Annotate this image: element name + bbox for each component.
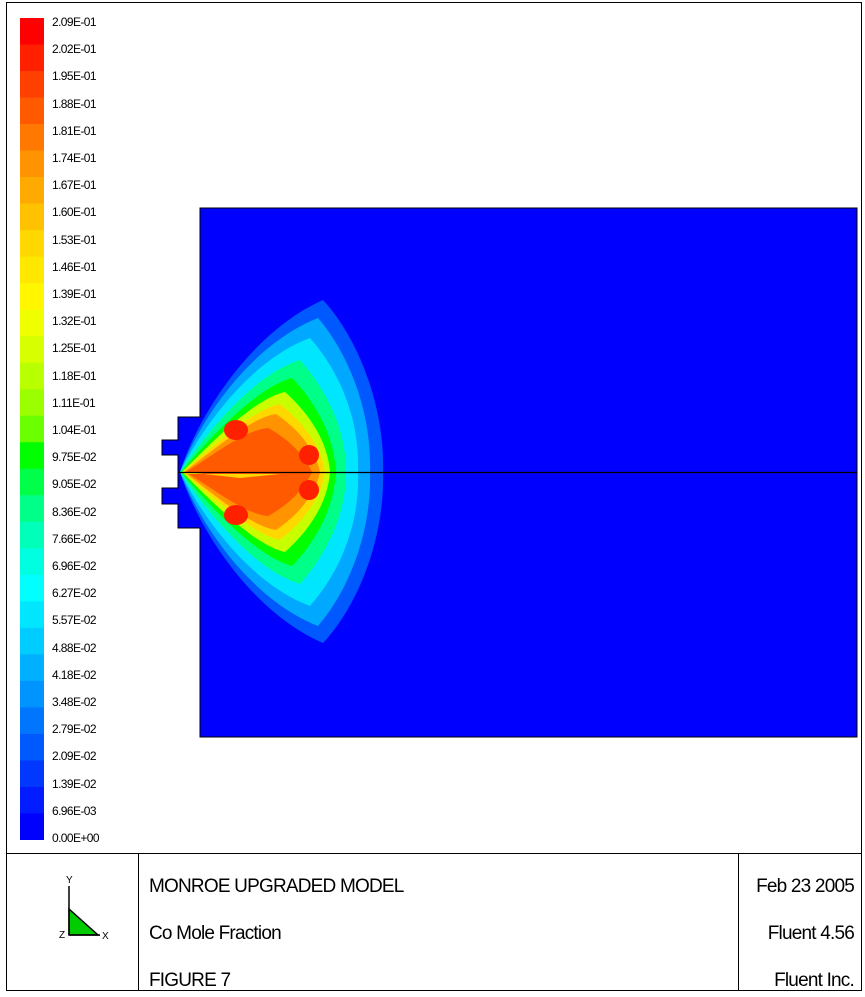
legend-label-5: 1.74E-01 xyxy=(52,151,97,165)
version-info-cell: Feb 23 2005 Fluent 4.56 Fluent Inc. xyxy=(739,854,862,991)
legend-swatch-17 xyxy=(20,468,44,496)
company-label: Fluent Inc. xyxy=(774,970,855,991)
legend-label-30: 0.00E+00 xyxy=(52,831,100,845)
legend-label-27: 2.09E-02 xyxy=(52,749,97,764)
variable-name: Co Mole Fraction xyxy=(149,923,282,944)
legend-swatch-29 xyxy=(20,786,44,815)
title-info-cell: MONROE UPGRADED MODEL Co Mole Fraction F… xyxy=(139,854,739,991)
legend-label-22: 5.57E-02 xyxy=(52,613,97,628)
axis-lower-band xyxy=(186,472,280,478)
legend-swatch-16 xyxy=(20,442,44,470)
legend-label-24: 4.18E-02 xyxy=(52,667,97,682)
axis-z-label: Z xyxy=(59,930,66,941)
legend-swatch-4 xyxy=(20,124,44,152)
legend-swatch-18 xyxy=(20,495,44,523)
legend-swatch-21 xyxy=(20,574,44,602)
legend-label-26: 2.79E-02 xyxy=(52,722,97,737)
legend-swatch-2 xyxy=(20,71,44,99)
legend-label-25: 3.48E-02 xyxy=(52,695,97,709)
legend-swatch-22 xyxy=(20,601,44,629)
legend-swatch-1 xyxy=(20,44,44,72)
legend-label-19: 7.66E-02 xyxy=(52,531,97,546)
legend-label-12: 1.25E-01 xyxy=(52,341,97,356)
legend-label-13: 1.18E-01 xyxy=(52,368,97,383)
legend-swatch-25 xyxy=(20,680,44,709)
legend-swatch-19 xyxy=(20,521,44,549)
peak-lower-left xyxy=(224,505,248,525)
legend-label-1: 2.02E-01 xyxy=(52,42,97,57)
legend-swatch-15 xyxy=(20,415,44,443)
legend-swatch-3 xyxy=(20,97,44,125)
legend-label-9: 1.46E-01 xyxy=(52,259,97,274)
legend-label-23: 4.88E-02 xyxy=(52,640,97,655)
peak-lower-right xyxy=(299,480,319,500)
legend-swatch-27 xyxy=(20,733,44,762)
color-legend-labels: 2.09E-01 2.02E-01 1.95E-01 1.88E-01 1.81E-01… xyxy=(52,15,152,878)
legend-label-3: 1.88E-01 xyxy=(52,96,97,111)
legend-label-4: 1.81E-01 xyxy=(52,123,97,138)
legend-swatch-7 xyxy=(20,203,44,231)
legend-swatch-23 xyxy=(20,627,44,655)
legend-swatch-12 xyxy=(20,336,44,364)
contour-plot xyxy=(161,207,858,738)
peak-upper-right xyxy=(299,445,319,465)
model-title: MONROE UPGRADED MODEL xyxy=(149,876,404,897)
legend-label-21: 6.27E-02 xyxy=(52,586,97,601)
legend-label-16: 9.75E-02 xyxy=(52,450,97,465)
legend-swatch-11 xyxy=(20,309,44,337)
legend-label-8: 1.53E-01 xyxy=(52,232,97,247)
legend-label-29: 6.96E-03 xyxy=(52,803,97,818)
legend-label-11: 1.32E-01 xyxy=(52,314,97,329)
axis-y-label: Y xyxy=(66,875,73,886)
legend-swatch-20 xyxy=(20,548,44,576)
color-legend-bar xyxy=(20,18,44,840)
title-block: Y Z X MONROE UPGRADED MODEL Co Mole Frac… xyxy=(6,853,862,991)
legend-swatch-26 xyxy=(20,707,44,735)
legend-swatch-30 xyxy=(20,813,44,840)
legend-label-28: 1.39E-02 xyxy=(52,776,97,791)
legend-swatch-10 xyxy=(20,283,44,311)
legend-swatch-5 xyxy=(20,150,44,178)
legend-label-20: 6.96E-02 xyxy=(52,559,97,573)
legend-swatch-6 xyxy=(20,177,44,205)
legend-label-2: 1.95E-01 xyxy=(52,69,97,84)
legend-label-7: 1.60E-01 xyxy=(52,205,97,220)
legend-swatch-8 xyxy=(20,230,44,258)
legend-swatch-9 xyxy=(20,256,44,284)
legend-swatch-13 xyxy=(20,362,44,390)
legend-label-14: 1.11E-01 xyxy=(52,395,96,410)
legend-swatch-24 xyxy=(20,654,44,682)
legend-swatch-0 xyxy=(20,18,44,46)
axes-triad-icon xyxy=(68,886,100,936)
legend-label-15: 1.04E-01 xyxy=(52,423,97,437)
peak-upper-left xyxy=(224,420,248,440)
date-label: Feb 23 2005 xyxy=(756,876,855,897)
axis-x-label: X xyxy=(102,931,109,942)
legend-swatch-28 xyxy=(20,760,44,788)
legend-label-18: 8.36E-02 xyxy=(52,504,97,519)
figure-label: FIGURE 7 xyxy=(149,970,231,991)
legend-label-6: 1.67E-01 xyxy=(52,178,97,193)
version-label: Fluent 4.56 xyxy=(767,923,855,944)
axes-triad-cell: Y Z X xyxy=(6,854,139,991)
legend-label-0: 2.09E-01 xyxy=(52,15,97,29)
legend-swatch-14 xyxy=(20,389,44,417)
legend-label-17: 9.05E-02 xyxy=(52,477,97,492)
legend-label-10: 1.39E-01 xyxy=(52,287,97,301)
